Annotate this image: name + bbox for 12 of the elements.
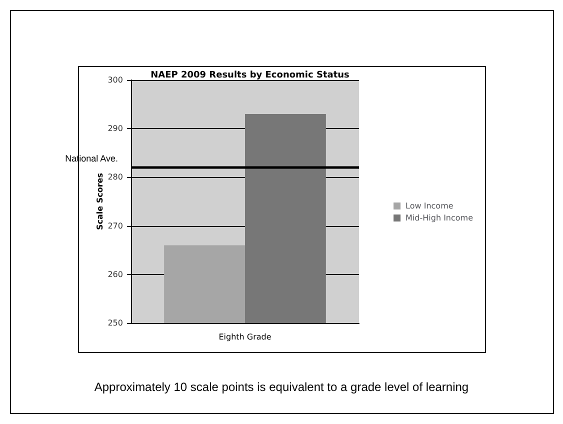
- legend-label: Mid-High Income: [406, 214, 474, 222]
- y-tick-label: 280: [108, 172, 123, 182]
- y-tick-label: 290: [108, 124, 123, 134]
- text: Approximately 10 scale points is equivalent to a grade level of learning: [93, 380, 470, 394]
- legend-label: Low Income: [406, 202, 454, 210]
- y-tick-label: 260: [108, 270, 123, 279]
- x-tick-label: Eighth Grade: [218, 332, 272, 342]
- y-tick-label: 270: [108, 221, 123, 230]
- y-tick-label: 250: [108, 318, 123, 328]
- y-axis-title: Scale Scores: [95, 172, 104, 230]
- y-tick-label: 300: [108, 76, 123, 84]
- chart-title: NAEP 2009 Results by Economic Status: [150, 70, 350, 80]
